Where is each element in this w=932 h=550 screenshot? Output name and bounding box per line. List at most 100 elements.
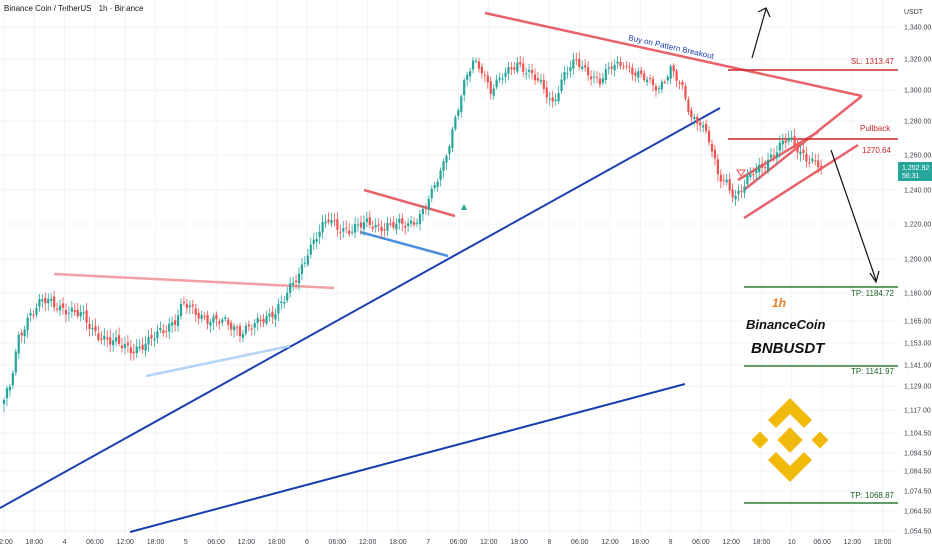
candle-body [150, 334, 153, 339]
pullback-label: Pullback [860, 124, 891, 133]
candle-body [82, 312, 85, 314]
pattern1-support-line[interactable] [145, 344, 291, 378]
candle-body [88, 324, 91, 329]
candle-body [250, 328, 253, 330]
pattern1-resistance-line[interactable] [53, 272, 335, 290]
candle-body [545, 87, 548, 98]
reversal-marker [736, 169, 746, 177]
candle-body [548, 98, 551, 100]
candle-body [725, 179, 728, 183]
candle-body [560, 79, 563, 92]
candle-body [672, 65, 675, 72]
x-tick-label: 18:00 [632, 539, 650, 546]
x-tick-label: 12:00 [359, 539, 377, 546]
price-axis[interactable]: USDT 1,340.00 1,320.00 1,300.00 1,280.00 1,2… [898, 9, 932, 536]
candle-body [601, 78, 604, 83]
candle-body [796, 145, 799, 153]
candle-body [268, 313, 271, 317]
candle-body [389, 223, 392, 225]
candle-body [5, 388, 9, 399]
candle-body [533, 74, 537, 81]
y-tick-label: 1,165.00 [904, 319, 931, 326]
x-tick-label: 7 [426, 539, 430, 546]
candle-body [522, 63, 525, 72]
candle-body [182, 302, 186, 304]
candle-body [312, 239, 315, 244]
candle-body [424, 207, 427, 209]
candle-body [188, 305, 191, 308]
candle-body [29, 312, 32, 316]
timeframe-label: 1h [772, 296, 786, 310]
candle-body [235, 327, 239, 329]
time-axis[interactable]: 12:00 18:00 4 06:00 12:00 18:00 5 06:00 12:00 18:… [0, 539, 892, 546]
candle-body [716, 159, 719, 175]
pattern2-support-line[interactable] [359, 230, 449, 258]
candle-body [412, 222, 416, 225]
candle-body [215, 314, 218, 320]
candle-body [230, 322, 233, 330]
candle-body [356, 224, 360, 226]
candles [2, 52, 823, 413]
candle-body [666, 76, 669, 81]
candle-body [790, 137, 793, 140]
main-uptrend-line[interactable] [0, 107, 721, 509]
candle-body [26, 317, 29, 331]
candle-body [306, 255, 309, 265]
candle-body [117, 335, 121, 344]
candle-body [421, 208, 424, 215]
candle-body [610, 66, 613, 69]
candle-body [581, 66, 584, 69]
lower-parallel-line[interactable] [129, 383, 686, 533]
candle-body [386, 222, 389, 231]
candle-body [377, 224, 380, 226]
y-tick-label: 1,084.50 [904, 469, 931, 476]
candle-body [592, 76, 596, 78]
candle-body [504, 72, 507, 77]
candle-body [274, 314, 277, 320]
candle-body [339, 231, 342, 233]
candle-body [477, 61, 481, 69]
y-tick-label: 1,064.50 [904, 509, 931, 516]
flag-lower-line[interactable] [743, 143, 859, 220]
candle-body [640, 70, 643, 75]
candle-body [327, 219, 330, 222]
candle-body [138, 346, 141, 349]
candle-body [501, 78, 504, 80]
candle-body [463, 80, 466, 96]
candle-body [126, 342, 129, 346]
x-tick-label: 12:00 [116, 539, 134, 546]
candle-body [221, 319, 224, 323]
triangle-lower-line[interactable] [743, 95, 863, 191]
candle-body [507, 66, 510, 74]
candle-body [587, 67, 590, 76]
candle-body [23, 329, 26, 337]
candle-body [292, 282, 295, 285]
pattern2-resistance-line[interactable] [363, 188, 456, 218]
x-tick-label: 12:00 [601, 539, 619, 546]
candle-body [536, 78, 540, 81]
candle-body [79, 311, 82, 317]
pullback-arrow-line [830, 149, 877, 281]
candle-body [619, 61, 622, 66]
candle-body [168, 323, 171, 332]
candle-body [483, 74, 486, 76]
candle-body [628, 66, 631, 68]
candle-body [2, 400, 6, 404]
x-tick-label: 12:00 [722, 539, 740, 546]
y-tick-label: 1,074.50 [904, 489, 931, 496]
candle-body [374, 224, 377, 228]
candle-body [746, 175, 749, 185]
candle-body [755, 170, 758, 174]
triangle-upper-line[interactable] [484, 11, 863, 98]
candle-body [392, 221, 395, 228]
x-tick-label: 18:00 [753, 539, 771, 546]
candle-body [106, 337, 109, 340]
price-axis-unit: USDT [904, 9, 924, 16]
candle-body [135, 346, 138, 354]
candle-body [401, 218, 404, 224]
candle-body [351, 231, 354, 233]
candle-body [557, 92, 560, 102]
candle-body [454, 117, 457, 130]
candle-body [448, 146, 451, 155]
